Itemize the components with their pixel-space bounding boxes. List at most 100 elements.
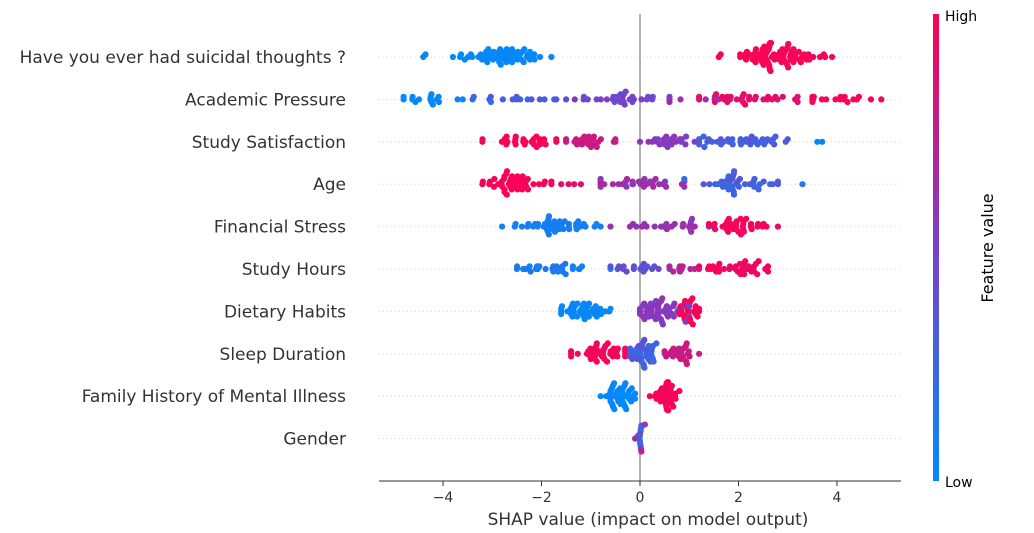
shap-point [517,96,524,103]
shap-point [641,175,648,183]
shap-point [712,226,719,233]
shap-point [400,93,407,100]
shap-point [592,303,599,310]
shap-point [541,178,549,185]
shap-point [666,93,673,100]
shap-point [548,178,555,185]
shap-point [630,96,638,103]
shap-point [721,265,728,273]
shap-point [409,93,416,100]
shap-point [562,260,569,267]
shap-point [740,91,747,98]
shap-point [519,173,526,180]
colorbar-low-label: Low [945,475,973,491]
shap-point [733,96,740,103]
shap-point [696,263,703,270]
shap-point [726,263,734,270]
shap-point [752,59,759,66]
shap-point [706,181,713,188]
shap-point [553,96,560,103]
shap-point [742,258,749,265]
x-axis: −4 −2 0 2 4 [379,480,901,506]
shap-point [528,96,535,103]
shap-point [680,220,687,228]
colorbar: High Low Feature value [933,9,997,491]
shap-point [779,93,786,100]
shap-point [571,96,578,103]
shap-point [694,313,701,320]
shap-point [545,213,553,220]
shap-point [563,96,570,103]
shap-point [565,220,573,228]
shap-point [542,265,549,273]
shap-point [548,53,555,61]
shap-point [672,395,679,402]
shap-point [614,353,621,360]
shap-point [795,48,803,55]
shap-point [562,271,569,278]
shap-point [597,223,604,230]
shap-point [577,181,585,188]
shap-point [737,141,745,148]
shap-point [696,305,703,312]
shap-point [614,345,621,352]
shap-point [794,93,801,100]
shap-point [541,96,548,103]
shap-point [574,350,581,357]
shap-point [784,136,791,143]
shap-point [716,260,723,267]
shap-point [823,96,830,103]
shap-point [646,393,653,400]
shap-point [435,93,442,100]
shap-point [683,133,690,140]
shap-point [689,295,696,302]
shap-point [449,53,456,61]
shap-point [623,406,630,413]
shap-point [584,96,591,103]
shap-point [628,385,635,392]
shap-point [574,300,581,307]
shap-point [681,175,688,183]
shap-point [607,223,614,230]
shap-point [844,98,851,106]
feature-label: Gender [283,430,346,450]
shap-point [623,268,630,275]
shap-point [794,98,801,106]
shap-point [454,96,461,103]
shap-point [728,220,735,228]
shap-point [435,98,442,106]
feature-label: Study Hours [242,260,346,280]
x-axis-label: SHAP value (impact on model output) [488,510,809,530]
shap-point [531,56,538,63]
shap-point [740,228,748,235]
shap-point [514,263,521,270]
shap-point [524,175,531,183]
shap-point [696,141,703,148]
shap-point [713,91,720,98]
shap-point [566,226,573,233]
shap-point [683,361,691,368]
shap-point [737,136,744,143]
shap-point [725,215,733,222]
shap-point [622,345,629,352]
shap-point [677,96,684,103]
feature-label: Financial Stress [214,218,346,238]
shap-point [682,141,689,148]
shap-point [651,223,658,230]
x-tick-label: 0 [636,490,645,506]
shap-point [585,300,593,307]
shap-point [769,181,776,188]
shap-point [799,181,806,188]
shap-point [527,268,534,275]
shap-point [683,340,690,347]
shap-point [536,263,543,270]
shap-point [531,51,538,58]
shap-point [702,96,709,103]
shap-point [633,223,640,230]
shap-point [512,133,519,140]
shap-point [597,305,604,312]
shap-point [709,263,717,270]
shap-point [512,141,519,148]
shap-point [661,178,669,185]
shap-point [491,175,498,183]
